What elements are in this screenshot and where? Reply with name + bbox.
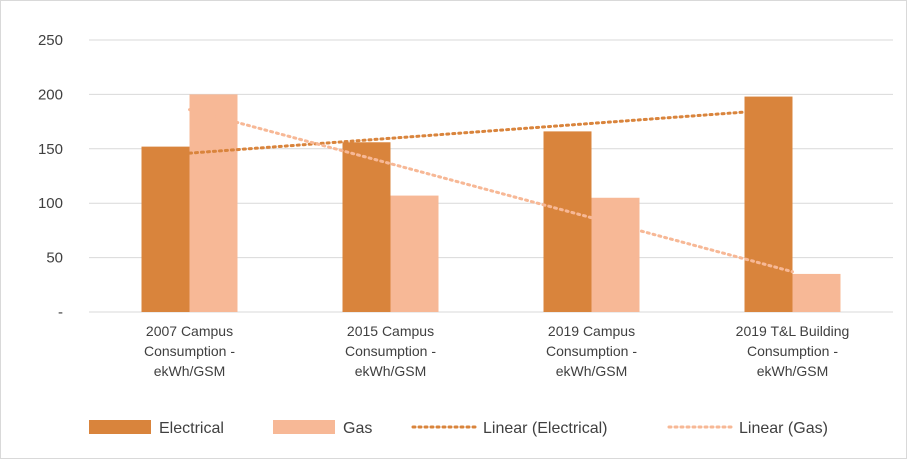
trendline-linear-electrical xyxy=(188,107,794,155)
bar-gas xyxy=(591,197,640,312)
legend-label: Linear (Electrical) xyxy=(483,420,607,437)
y-tick-label: 250 xyxy=(38,32,63,49)
y-tick-label: 100 xyxy=(38,195,63,212)
bar-electrical xyxy=(744,96,793,313)
x-tick-label: 2019 T&L Building Consumption -ekWh/GSM xyxy=(736,323,850,379)
legend-swatch xyxy=(89,420,151,434)
legend-label: Linear (Gas) xyxy=(739,420,828,437)
y-tick-label: 50 xyxy=(46,250,63,267)
x-tick-label: 2007 Campus Consumption -ekWh/GSM xyxy=(144,323,235,379)
y-tick-label: - xyxy=(58,304,63,321)
y-tick-label: 150 xyxy=(38,141,63,158)
bar-electrical xyxy=(342,142,391,312)
legend-label: Gas xyxy=(343,420,372,437)
legend-swatch xyxy=(273,420,335,434)
trendline-linear-gas xyxy=(188,108,794,274)
y-tick-label: 200 xyxy=(38,86,63,103)
bar-gas xyxy=(390,195,439,312)
bar-gas xyxy=(792,273,841,312)
x-tick-label: 2015 Campus Consumption -ekWh/GSM xyxy=(345,323,436,379)
legend-label: Electrical xyxy=(159,420,224,437)
bar-gas xyxy=(189,94,238,313)
x-tick-label: 2019 Campus Consumption -ekWh/GSM xyxy=(546,323,637,379)
bar-electrical xyxy=(543,131,592,312)
bar-electrical xyxy=(141,146,190,312)
